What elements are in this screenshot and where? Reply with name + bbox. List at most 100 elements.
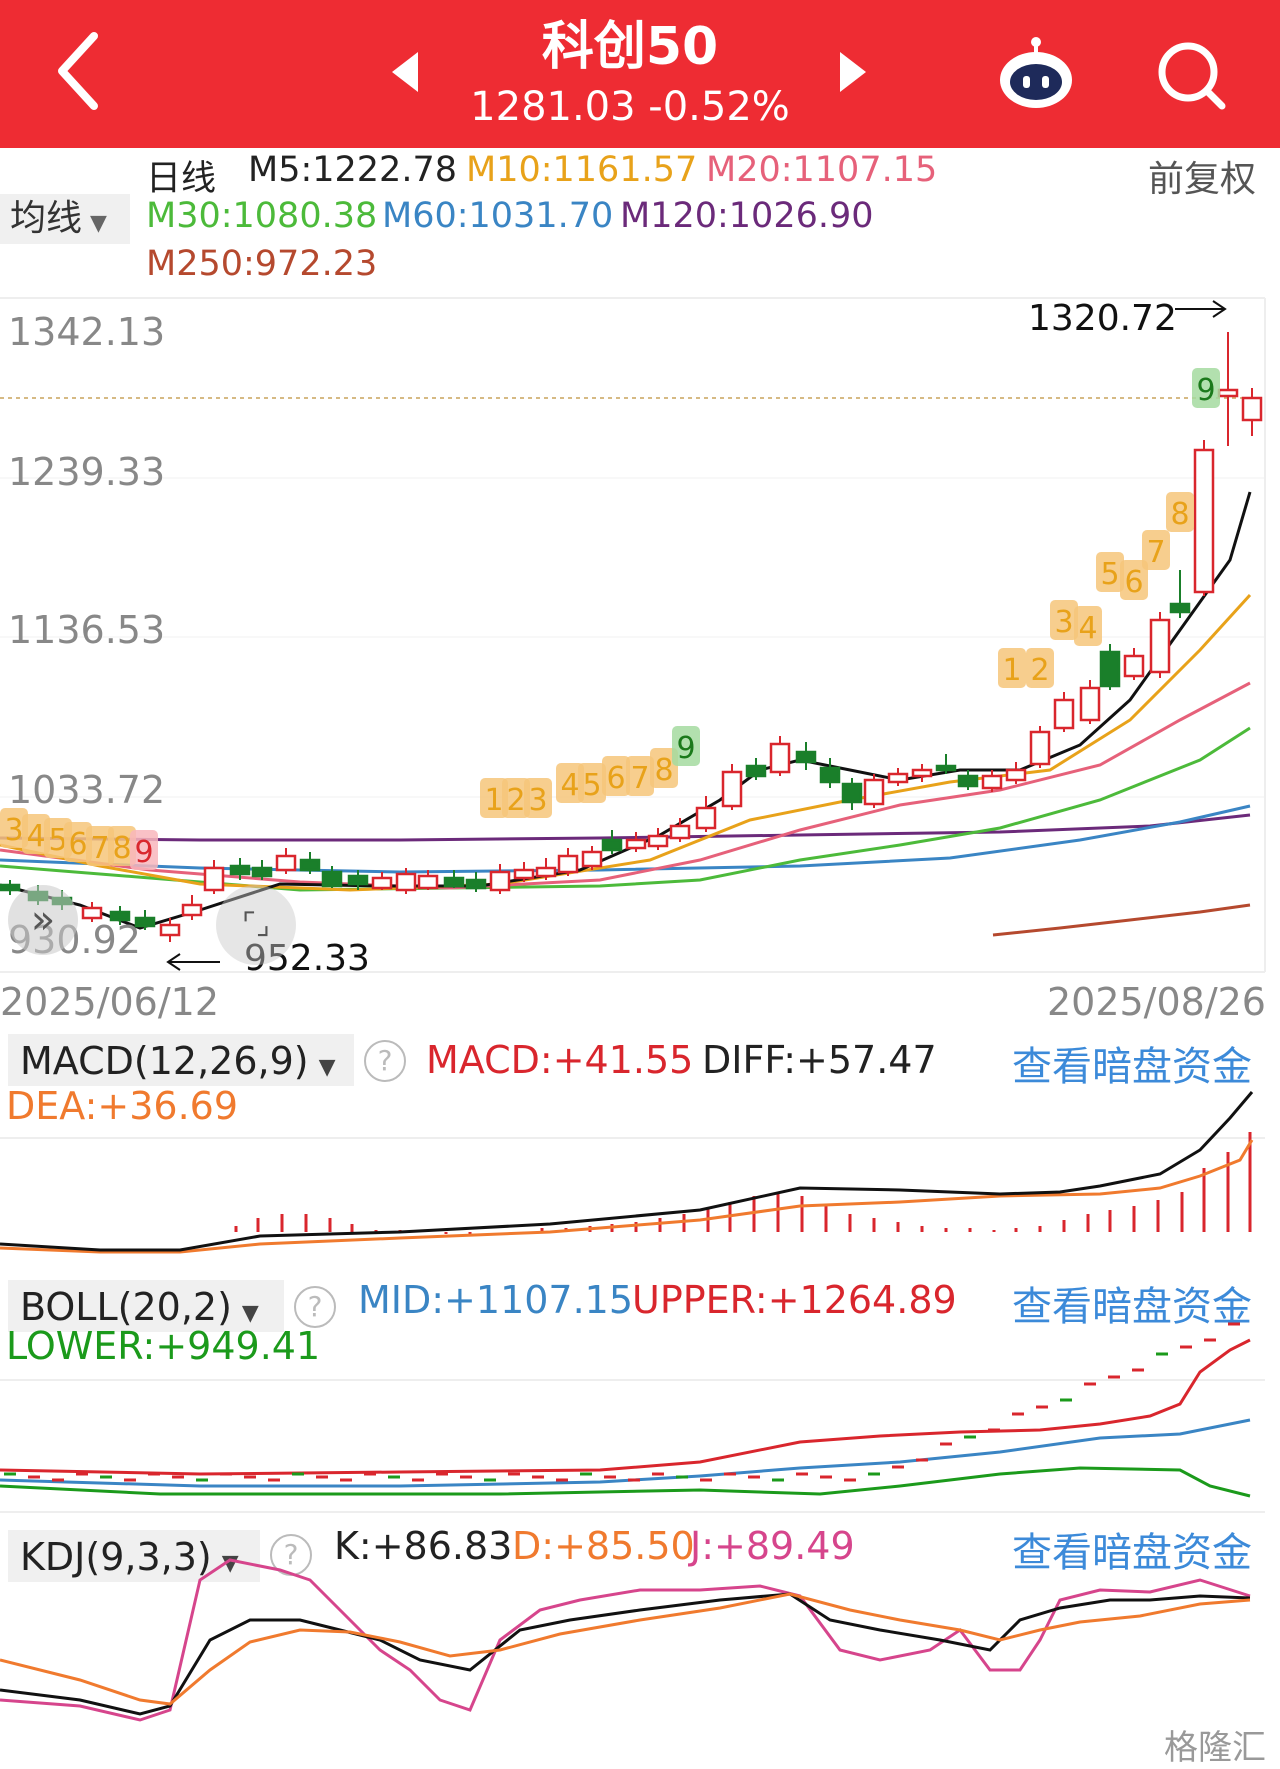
candle-body xyxy=(647,834,669,848)
td-mark-bg xyxy=(1166,492,1194,532)
ma-selector-label: 均线 xyxy=(10,198,83,239)
ma20-value: M20:1107.15 xyxy=(706,150,938,190)
candle-body xyxy=(795,750,817,764)
candle-body xyxy=(1169,602,1191,614)
boll-selector-label: BOLL(20,2) xyxy=(20,1285,232,1329)
td-mark-digit: 7 xyxy=(1146,535,1165,570)
td-mark-bg xyxy=(502,778,530,818)
td-mark-bg xyxy=(1050,600,1078,640)
candle-body xyxy=(721,770,743,808)
td-mark-bg xyxy=(578,763,606,803)
kdj-selector-label: KDJ(9,3,3) xyxy=(20,1535,212,1579)
ma-selector[interactable]: 均线 ▼ xyxy=(0,194,130,244)
watermark-text: 格隆汇 xyxy=(1164,1728,1266,1768)
td-mark-digit: 8 xyxy=(1170,497,1189,532)
help-icon[interactable]: ? xyxy=(364,1040,406,1082)
candle-body xyxy=(1193,448,1215,594)
kdj-d-value: D:+85.50 xyxy=(512,1524,695,1568)
candle-body xyxy=(465,878,487,890)
td-mark-digit: 4 xyxy=(26,819,45,854)
candle-body xyxy=(1217,388,1239,398)
td-mark-digit: 7 xyxy=(630,761,649,796)
td-mark-digit: 8 xyxy=(112,831,131,866)
ma250-line xyxy=(992,903,1251,937)
low-arrow-head xyxy=(166,953,181,971)
macd-value: MACD:+41.55 xyxy=(426,1038,694,1082)
candle-body xyxy=(581,850,603,868)
candle-body xyxy=(745,764,767,778)
search-icon[interactable] xyxy=(1152,36,1232,116)
triangle-left-icon[interactable] xyxy=(392,52,418,92)
dropdown-icon: ▼ xyxy=(90,211,107,236)
adjust-mode-button[interactable]: 前复权 xyxy=(1147,159,1256,200)
dropdown-icon: ▼ xyxy=(241,1301,259,1326)
triangle-right-icon[interactable] xyxy=(840,52,866,92)
td-mark-digit: 7 xyxy=(90,831,109,866)
td-mark-digit: 3 xyxy=(4,813,23,848)
td-mark-bg xyxy=(1074,606,1102,646)
ma250-value: M250:972.23 xyxy=(146,244,378,284)
macd-selector[interactable]: MACD(12,26,9) ▼ xyxy=(8,1034,354,1086)
td-mark-bg xyxy=(130,830,158,870)
td-mark-bg xyxy=(998,648,1026,688)
diff-value: DIFF:+57.47 xyxy=(702,1038,937,1082)
candle-body xyxy=(863,778,885,806)
candle-body xyxy=(1005,768,1027,782)
chevron-left-icon[interactable] xyxy=(50,26,110,116)
candle-body xyxy=(601,838,623,852)
candle-body xyxy=(819,766,841,784)
candle-body xyxy=(625,838,647,850)
td-mark-bg xyxy=(44,818,72,858)
dark-pool-link[interactable]: 查看暗盘资金 xyxy=(1012,1284,1252,1330)
td-mark-bg xyxy=(1142,530,1170,570)
candle-body xyxy=(203,866,225,892)
td-mark-bg xyxy=(1026,648,1054,688)
ma5-line xyxy=(0,491,1252,930)
td-mark-bg xyxy=(672,726,700,766)
quote-summary: 1281.03 -0.52% xyxy=(470,84,790,130)
candle-body xyxy=(957,774,979,788)
start-date-label: 2025/06/12 xyxy=(0,980,220,1024)
help-icon[interactable]: ? xyxy=(270,1534,312,1576)
td-mark-digit: 2 xyxy=(506,783,525,818)
dark-pool-link[interactable]: 查看暗盘资金 xyxy=(1012,1044,1252,1090)
candle-body xyxy=(229,864,251,876)
boll-mid-value: MID:+1107.15 xyxy=(358,1278,634,1322)
fullscreen-icon[interactable]: ⌜⌟ xyxy=(216,885,296,965)
candle-body xyxy=(347,874,369,886)
td-mark-bg xyxy=(626,756,654,796)
td-mark-bg xyxy=(22,814,50,854)
boll-selector[interactable]: BOLL(20,2) ▼ xyxy=(8,1280,284,1332)
y-axis-label-1: 1342.13 xyxy=(8,310,166,354)
robot-assistant-icon[interactable] xyxy=(996,34,1076,114)
td-mark-digit: 3 xyxy=(528,783,547,818)
kdj-j-line xyxy=(0,1558,1251,1722)
td-mark-digit: 4 xyxy=(560,768,579,803)
expand-icon[interactable]: » xyxy=(8,885,78,955)
macd-selector-label: MACD(12,26,9) xyxy=(20,1039,309,1083)
low-price-label: 952.33 xyxy=(244,938,370,979)
td-mark-digit: 1 xyxy=(1002,653,1021,688)
td-mark-bg xyxy=(480,778,508,818)
td-mark-bg xyxy=(650,748,678,788)
dea-line xyxy=(0,1139,1254,1254)
candle-body xyxy=(841,782,863,804)
ma30-value: M30:1080.38 xyxy=(146,196,378,236)
high-arrow-head xyxy=(1212,300,1227,318)
candle-body xyxy=(0,883,21,892)
candle-body xyxy=(557,854,579,874)
candle-body xyxy=(1241,396,1263,422)
td-mark-digit: 3 xyxy=(1054,605,1073,640)
td-mark-bg xyxy=(524,778,552,818)
td-mark-digit: 4 xyxy=(1078,611,1097,646)
candle-body xyxy=(1053,698,1075,730)
dark-pool-link[interactable]: 查看暗盘资金 xyxy=(1012,1530,1252,1576)
td-mark-bg xyxy=(1096,552,1124,592)
y-axis-label-3: 1136.53 xyxy=(8,608,166,652)
boll-lower-line xyxy=(0,1466,1251,1498)
kdj-selector[interactable]: KDJ(9,3,3) ▼ xyxy=(8,1530,260,1582)
candle-body xyxy=(1123,654,1145,678)
candle-body xyxy=(371,876,393,890)
help-icon[interactable]: ? xyxy=(294,1286,336,1328)
